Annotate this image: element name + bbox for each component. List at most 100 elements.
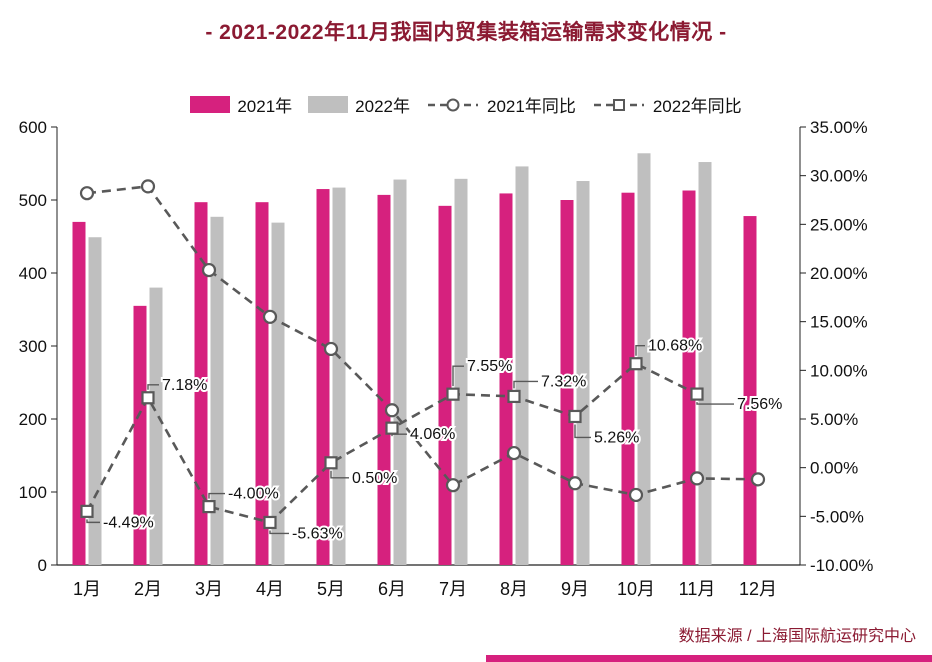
- bar-2022: [637, 153, 651, 565]
- value-label: -4.49%: [103, 514, 154, 531]
- square-marker: [690, 387, 704, 401]
- x-axis-label: 3月: [195, 579, 223, 599]
- x-axis-label: 10月: [617, 579, 655, 599]
- bar-2022: [576, 181, 590, 565]
- bar-2021: [377, 194, 391, 565]
- left-axis-tick: 200: [19, 410, 47, 429]
- bar-2022: [210, 216, 224, 566]
- bar-2021: [743, 216, 757, 565]
- legend-label-2022-yoy: 2022年同比: [652, 97, 742, 116]
- right-axis-tick: 0.00%: [810, 459, 858, 478]
- bar-2021: [682, 190, 696, 565]
- left-axis-tick: 300: [19, 337, 47, 356]
- circle-marker: [140, 179, 156, 194]
- bar-2022: [454, 178, 468, 565]
- value-label: 7.32%: [541, 373, 586, 390]
- circle-marker: [384, 403, 400, 418]
- label-leader: [269, 530, 289, 535]
- value-label: -4.00%: [228, 486, 279, 503]
- x-axis-label: 8月: [500, 579, 528, 599]
- right-axis-tick: 20.00%: [810, 264, 868, 283]
- square-marker: [80, 504, 94, 518]
- bar-2022: [271, 222, 285, 565]
- bar-2021: [194, 202, 208, 565]
- chart-legend: 2021年 2022年 2021年同比 2022年同比: [0, 92, 932, 117]
- right-axis-tick: 10.00%: [810, 361, 868, 380]
- bar-2022: [332, 187, 346, 565]
- bar-2021: [560, 200, 574, 565]
- bar-2022: [393, 179, 407, 565]
- circle-marker: [689, 471, 705, 486]
- right-axis-tick: 15.00%: [810, 313, 868, 332]
- right-axis-tick: -10.00%: [810, 556, 873, 575]
- bar-2021: [133, 305, 147, 565]
- circle-marker: [628, 487, 644, 503]
- legend-label-2021: 2021年: [237, 97, 293, 116]
- bars-2021: [72, 189, 757, 566]
- legend-item-2022-bars: 2022年: [308, 92, 410, 117]
- x-axis-label: 1月: [73, 579, 101, 599]
- value-label: 4.06%: [410, 426, 455, 443]
- label-leader: [574, 424, 591, 439]
- x-axis-label: 5月: [317, 579, 345, 599]
- legend-label-2022: 2022年: [355, 97, 410, 116]
- right-axis-tick: 5.00%: [810, 410, 858, 429]
- x-axis-label: 11月: [679, 579, 716, 599]
- right-axis-tick: 30.00%: [810, 167, 868, 186]
- left-axis-tick: 400: [19, 264, 47, 283]
- circle-marker: [201, 262, 217, 278]
- dashed-line-square-icon: [593, 98, 644, 111]
- label-leader: [513, 380, 538, 389]
- value-label: 10.68%: [648, 338, 702, 355]
- label-leader: [452, 365, 464, 387]
- line-2021-yoy: [79, 179, 766, 503]
- square-marker: [507, 389, 521, 404]
- bar-2021: [621, 192, 635, 565]
- bars-2022: [88, 153, 712, 566]
- circle-marker: [506, 445, 522, 461]
- left-axis-tick: 0: [38, 556, 47, 575]
- left-axis-tick: 600: [19, 118, 47, 137]
- value-labels: -4.49% 7.18% -4.00% -5.63% 0.50% 4.06% 7.55% 7.…: [86, 336, 784, 544]
- x-axis-label: 6月: [378, 579, 406, 599]
- label-leader: [147, 384, 159, 390]
- square-marker: [385, 421, 399, 435]
- circle-marker: [262, 309, 278, 324]
- circle-marker: [445, 478, 461, 493]
- square-marker: [568, 409, 582, 424]
- x-axis-label: 9月: [561, 579, 589, 599]
- legend-item-2021-bars: 2021年: [190, 92, 292, 117]
- value-label: 5.26%: [594, 429, 639, 446]
- circle-marker: [567, 476, 583, 491]
- x-axis-label: 7月: [439, 579, 467, 599]
- label-leader: [86, 519, 100, 524]
- value-label: 7.56%: [737, 396, 782, 413]
- bar-2021: [72, 221, 86, 565]
- label-leader: [635, 345, 645, 356]
- legend-swatch-2021-bar: [190, 96, 231, 113]
- legend-label-2021-yoy: 2021年同比: [487, 97, 576, 116]
- x-axis-label: 2月: [134, 579, 162, 599]
- right-axis-tick: -5.00%: [810, 507, 864, 526]
- bar-2021: [255, 202, 269, 565]
- label-leader: [696, 402, 734, 405]
- value-label: -5.63%: [292, 525, 343, 542]
- square-marker: [629, 357, 643, 371]
- left-axis-tick: 500: [19, 191, 47, 210]
- square-marker: [141, 391, 155, 405]
- label-leader: [208, 492, 225, 499]
- legend-item-2021-yoy: 2021年同比: [426, 92, 576, 117]
- bar-2022: [698, 162, 712, 566]
- right-axis-tick: 35.00%: [810, 118, 868, 137]
- line-2022-yoy: [80, 357, 704, 530]
- label-leader: [391, 433, 407, 437]
- circle-marker: [750, 472, 766, 487]
- value-label: 7.55%: [467, 358, 512, 375]
- square-marker: [202, 500, 216, 514]
- bar-2022: [88, 237, 102, 566]
- square-marker: [324, 456, 338, 470]
- bar-2022: [149, 287, 163, 565]
- chart-title: - 2021-2022年11月我国内贸集装箱运输需求变化情况 -: [205, 21, 727, 44]
